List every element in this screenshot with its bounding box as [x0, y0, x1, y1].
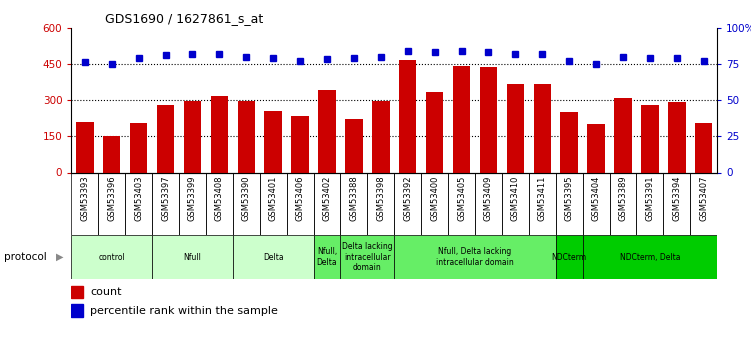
Text: GSM53396: GSM53396	[107, 176, 116, 221]
Bar	[426, 91, 443, 172]
Bar	[152, 235, 233, 279]
Bar	[367, 172, 394, 235]
Text: GSM53394: GSM53394	[672, 176, 681, 221]
Bar	[502, 172, 529, 235]
Text: count: count	[90, 287, 122, 297]
Text: NDCterm, Delta: NDCterm, Delta	[620, 253, 680, 262]
Text: NDCterm: NDCterm	[552, 253, 587, 262]
Bar	[233, 172, 260, 235]
Bar	[480, 68, 497, 172]
Bar	[372, 101, 390, 172]
Bar	[210, 96, 228, 172]
Text: GSM53400: GSM53400	[430, 176, 439, 221]
Bar	[399, 60, 417, 172]
Text: GSM53406: GSM53406	[296, 176, 305, 221]
Bar	[583, 235, 717, 279]
Bar	[287, 172, 313, 235]
Text: GSM53404: GSM53404	[592, 176, 601, 221]
Bar	[314, 235, 340, 279]
Text: GSM53407: GSM53407	[699, 176, 708, 221]
Bar	[560, 112, 578, 172]
Text: GSM53410: GSM53410	[511, 176, 520, 221]
Text: GSM53392: GSM53392	[403, 176, 412, 221]
Bar	[475, 172, 502, 235]
Bar	[103, 136, 120, 172]
Text: Delta: Delta	[263, 253, 283, 262]
Bar	[98, 172, 125, 235]
Bar	[71, 304, 83, 317]
Bar	[130, 123, 147, 172]
Text: GSM53397: GSM53397	[161, 176, 170, 221]
Bar	[394, 172, 421, 235]
Bar	[340, 235, 394, 279]
Bar	[448, 172, 475, 235]
Bar	[314, 172, 340, 235]
Bar	[556, 235, 583, 279]
Text: GSM53395: GSM53395	[565, 176, 574, 221]
Text: GSM53402: GSM53402	[322, 176, 331, 221]
Text: GSM53399: GSM53399	[188, 176, 197, 221]
Text: Nfull: Nfull	[183, 253, 201, 262]
Bar	[206, 172, 233, 235]
Text: GSM53390: GSM53390	[242, 176, 251, 221]
Bar	[291, 117, 309, 172]
Bar	[610, 172, 637, 235]
Bar	[690, 172, 717, 235]
Bar	[125, 172, 152, 235]
Bar	[641, 105, 659, 172]
Text: GSM53389: GSM53389	[619, 176, 628, 221]
Bar	[179, 172, 206, 235]
Text: control: control	[98, 253, 125, 262]
Bar	[345, 119, 363, 172]
Text: GSM53391: GSM53391	[645, 176, 654, 221]
Text: GSM53403: GSM53403	[134, 176, 143, 221]
Text: percentile rank within the sample: percentile rank within the sample	[90, 306, 278, 315]
Bar	[264, 111, 282, 172]
Bar	[637, 172, 663, 235]
Bar	[453, 66, 470, 172]
Text: GSM53401: GSM53401	[269, 176, 278, 221]
Bar	[394, 235, 556, 279]
Bar	[318, 90, 336, 172]
Bar	[614, 98, 632, 172]
Bar	[663, 172, 690, 235]
Text: Nfull, Delta lacking
intracellular domain: Nfull, Delta lacking intracellular domai…	[436, 247, 514, 267]
Bar	[695, 123, 713, 172]
Bar	[668, 102, 686, 172]
Bar	[233, 235, 314, 279]
Text: GSM53411: GSM53411	[538, 176, 547, 221]
Bar	[507, 84, 524, 172]
Text: GSM53398: GSM53398	[376, 176, 385, 221]
Bar	[340, 172, 367, 235]
Text: ▶: ▶	[56, 252, 64, 262]
Text: GSM53409: GSM53409	[484, 176, 493, 221]
Bar	[529, 172, 556, 235]
Bar	[583, 172, 610, 235]
Bar	[152, 172, 179, 235]
Bar	[556, 172, 583, 235]
Text: GSM53388: GSM53388	[349, 176, 358, 221]
Text: GSM53405: GSM53405	[457, 176, 466, 221]
Text: Delta lacking
intracellular
domain: Delta lacking intracellular domain	[342, 242, 393, 272]
Bar	[71, 172, 98, 235]
Bar	[71, 286, 83, 298]
Bar	[76, 122, 94, 172]
Text: GSM53393: GSM53393	[80, 176, 89, 221]
Text: Nfull,
Delta: Nfull, Delta	[317, 247, 337, 267]
Bar	[157, 105, 174, 172]
Bar	[71, 235, 152, 279]
Text: GSM53408: GSM53408	[215, 176, 224, 221]
Bar	[421, 172, 448, 235]
Bar	[587, 124, 605, 172]
Bar	[184, 101, 201, 172]
Bar	[533, 84, 551, 172]
Bar	[260, 172, 287, 235]
Text: protocol: protocol	[4, 252, 47, 262]
Bar	[237, 101, 255, 172]
Text: GDS1690 / 1627861_s_at: GDS1690 / 1627861_s_at	[105, 12, 264, 25]
